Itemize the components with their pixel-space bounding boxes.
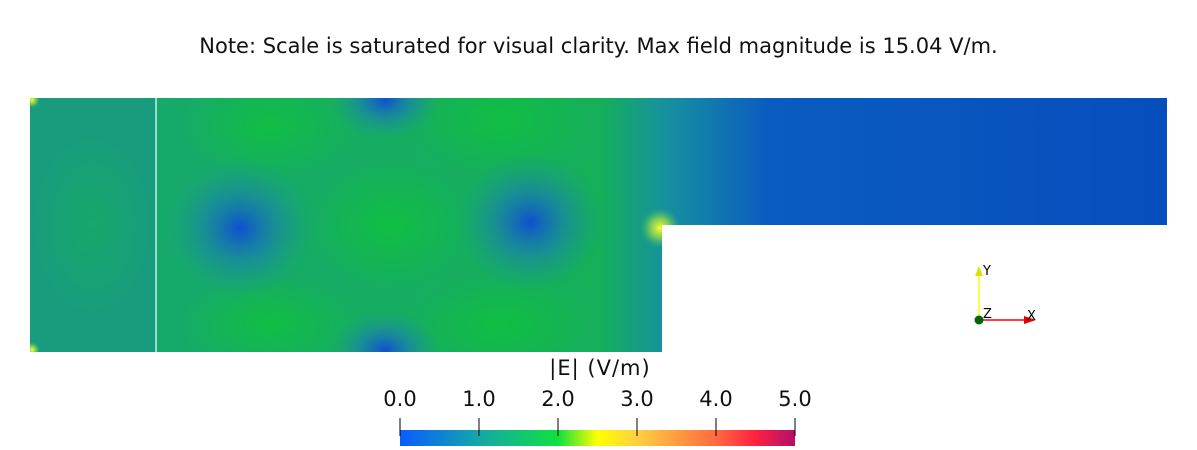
svg-text:X: X [1027, 309, 1036, 324]
colorbar [400, 430, 795, 446]
axes-triad: Y Z X [974, 264, 1036, 325]
note-text: Note: Scale is saturated for visual clar… [199, 34, 998, 58]
colorbar-ticks [399, 418, 796, 436]
field-minimum [165, 158, 315, 298]
colorbar-tick-label: 1.0 [462, 387, 496, 411]
colorbar-tick-label: 2.0 [541, 387, 575, 411]
z-axis-icon [974, 315, 984, 325]
colorbar-title: |E| (V/m) [549, 356, 651, 380]
svg-text:Y: Y [982, 264, 991, 279]
colorbar-tick-label: 0.0 [383, 387, 417, 411]
field-minimum [455, 152, 605, 292]
colorbar-tick-label: 4.0 [699, 387, 733, 411]
colorbar-tick-label: 3.0 [620, 387, 654, 411]
field-minimum [330, 98, 440, 140]
colorbar-tick-label: 5.0 [778, 387, 812, 411]
field-hotspot [640, 208, 680, 248]
field-minimum [330, 310, 440, 352]
svg-text:Z: Z [983, 307, 992, 322]
